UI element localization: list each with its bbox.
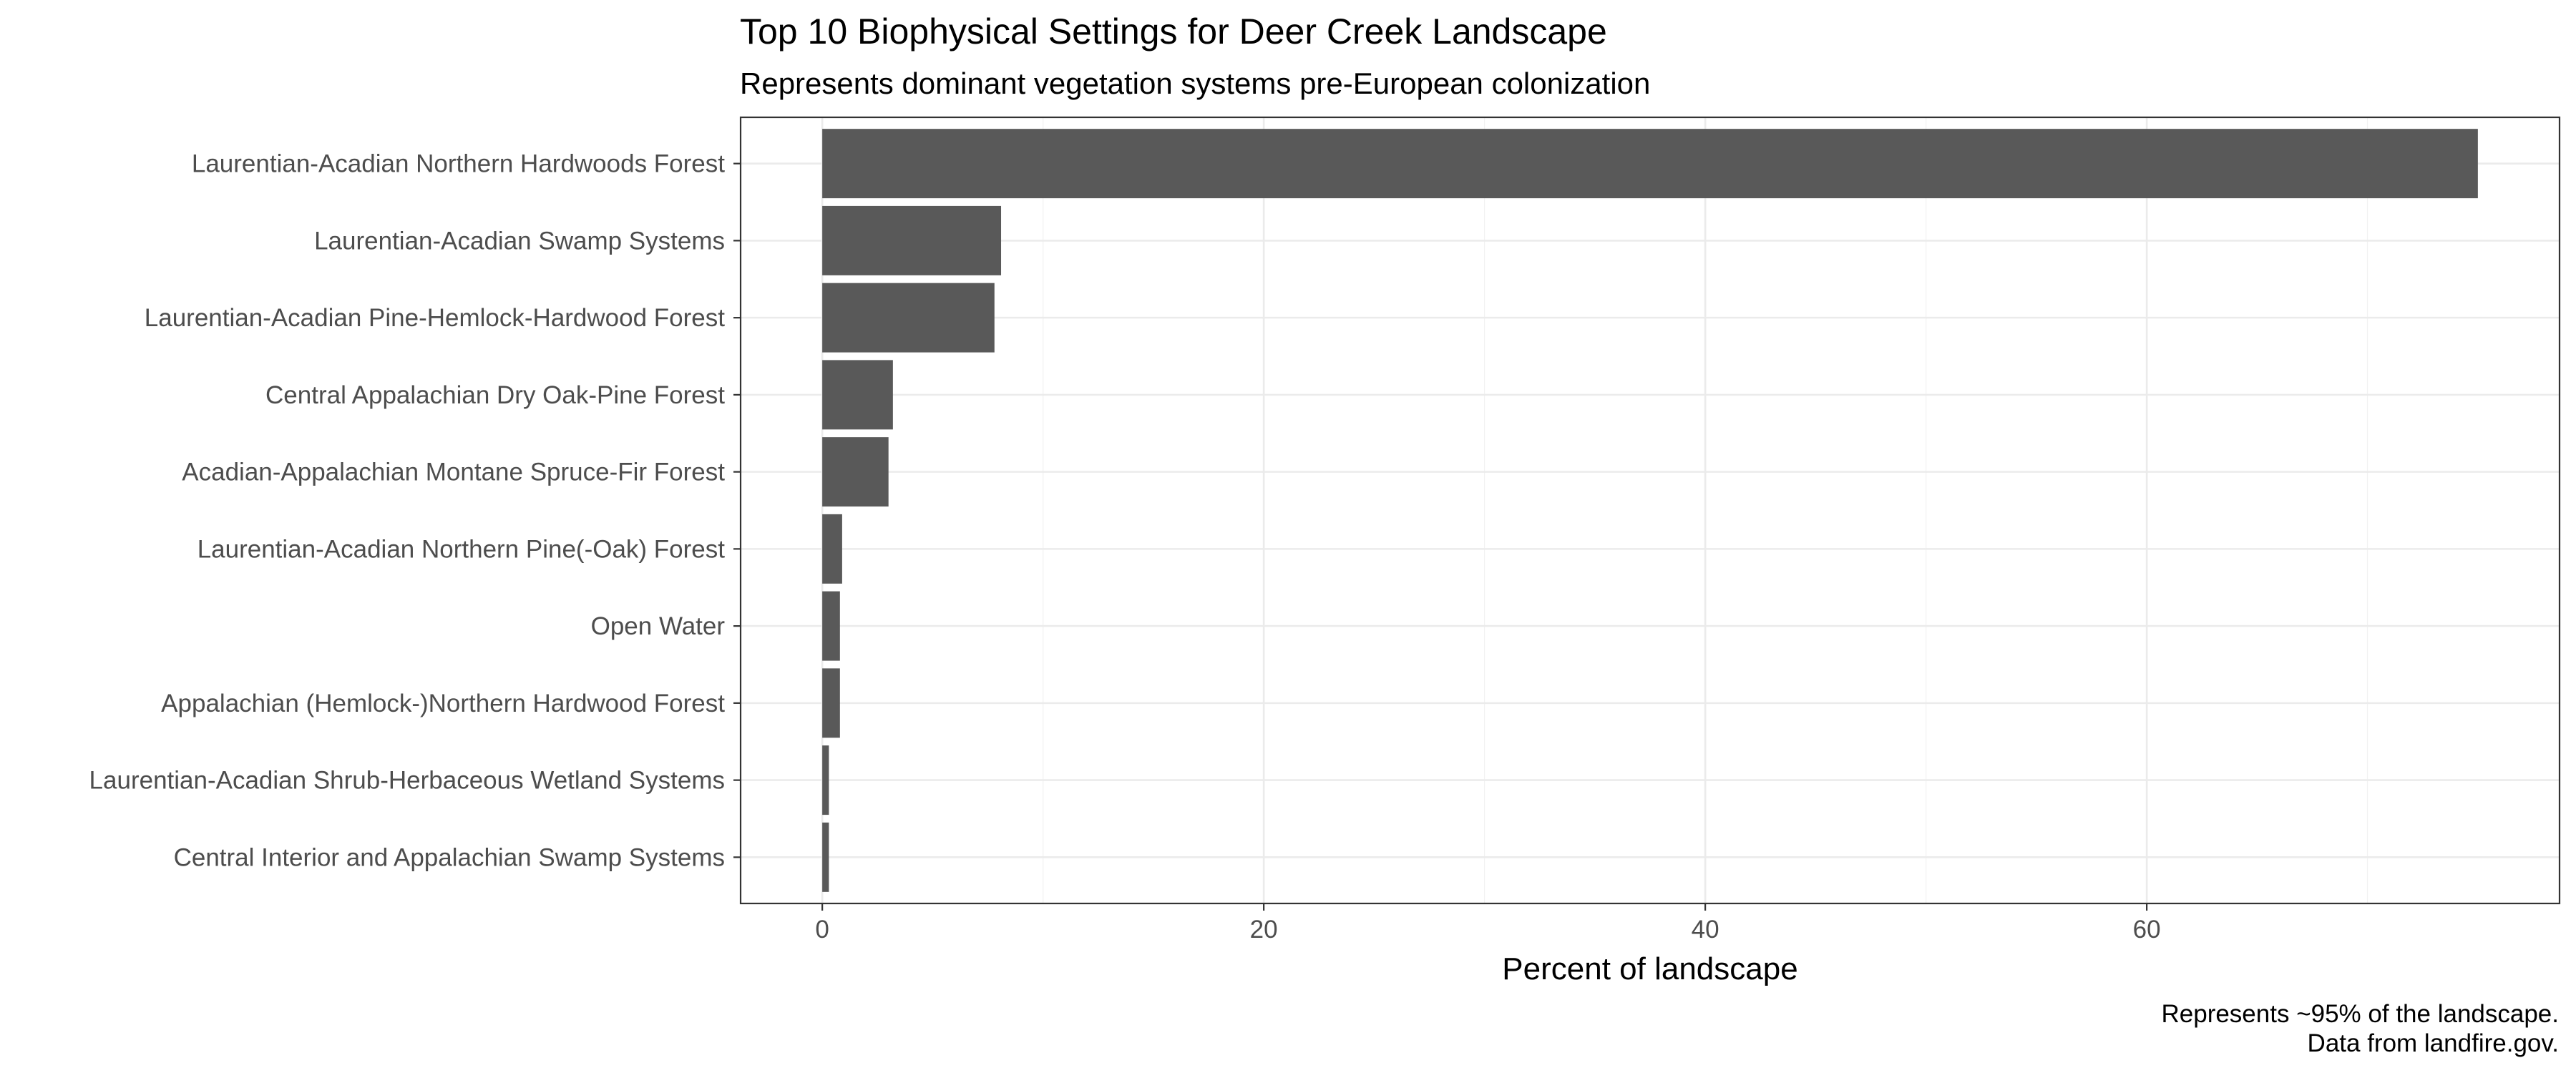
chart-subtitle: Represents dominant vegetation systems p… xyxy=(740,67,1650,100)
y-tick-label: Acadian-Appalachian Montane Spruce-Fir F… xyxy=(182,459,725,486)
y-tick-label: Central Interior and Appalachian Swamp S… xyxy=(174,843,725,871)
bar xyxy=(822,129,2478,199)
bar xyxy=(822,283,995,353)
bar xyxy=(822,668,840,738)
y-tick-label: Open Water xyxy=(591,612,726,640)
bar xyxy=(822,591,840,661)
caption-line-1: Represents ~95% of the landscape. xyxy=(2161,1000,2559,1028)
x-axis: 0 20 40 60 xyxy=(815,903,2161,944)
y-tick-label: Laurentian-Acadian Pine-Hemlock-Hardwood… xyxy=(145,304,725,332)
x-tick-label: 60 xyxy=(2133,916,2161,944)
caption-line-2: Data from landfire.gov. xyxy=(2308,1029,2559,1057)
x-tick-label: 0 xyxy=(815,916,829,944)
y-tick-label: Laurentian-Acadian Swamp Systems xyxy=(314,227,725,255)
y-tick-label: Laurentian-Acadian Northern Hardwoods Fo… xyxy=(192,150,725,178)
y-tick-label: Appalachian (Hemlock-)Northern Hardwood … xyxy=(161,690,725,717)
bar xyxy=(822,745,829,815)
y-tick-label: Central Appalachian Dry Oak-Pine Forest xyxy=(265,381,725,409)
chart-title: Top 10 Biophysical Settings for Deer Cre… xyxy=(740,11,1607,52)
y-axis: Laurentian-Acadian Northern Hardwoods Fo… xyxy=(89,150,741,871)
bar xyxy=(822,360,893,430)
x-tick-label: 40 xyxy=(1692,916,1719,944)
plot-panel xyxy=(741,117,2560,903)
bars xyxy=(822,129,2478,892)
y-tick-label: Laurentian-Acadian Shrub-Herbaceous Wetl… xyxy=(89,767,725,795)
x-tick-label: 20 xyxy=(1250,916,1278,944)
bar xyxy=(822,822,829,892)
x-axis-title: Percent of landscape xyxy=(1502,951,1797,986)
bar xyxy=(822,514,842,584)
plot-border xyxy=(739,116,2561,905)
bar xyxy=(822,205,1002,275)
gridlines xyxy=(741,117,2560,903)
y-tick-label: Laurentian-Acadian Northern Pine(-Oak) F… xyxy=(197,535,726,563)
bar xyxy=(822,437,889,507)
